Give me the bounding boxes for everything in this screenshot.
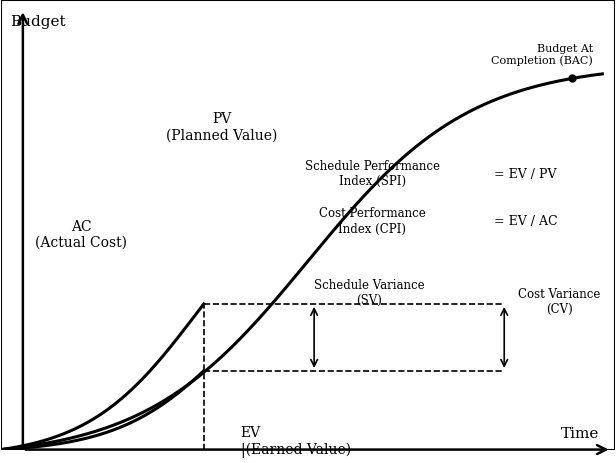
Text: Cost Variance
(CV): Cost Variance (CV) [518, 288, 601, 316]
Text: PV
(Planned Value): PV (Planned Value) [166, 112, 278, 142]
Text: Time: Time [561, 426, 599, 440]
Text: Budget At
Completion (BAC): Budget At Completion (BAC) [492, 44, 593, 66]
Text: = EV / AC: = EV / AC [494, 214, 557, 227]
Text: Budget: Budget [10, 15, 66, 29]
Text: = EV / PV: = EV / PV [495, 168, 557, 181]
Text: Schedule Variance
(SV): Schedule Variance (SV) [314, 279, 424, 307]
Text: AC
(Actual Cost): AC (Actual Cost) [35, 219, 127, 250]
Text: Cost Performance
Index (CPI): Cost Performance Index (CPI) [319, 207, 426, 235]
Text: EV
|(Earned Value): EV |(Earned Value) [240, 425, 351, 457]
Text: Schedule Performance
Index (SPI): Schedule Performance Index (SPI) [305, 160, 440, 188]
